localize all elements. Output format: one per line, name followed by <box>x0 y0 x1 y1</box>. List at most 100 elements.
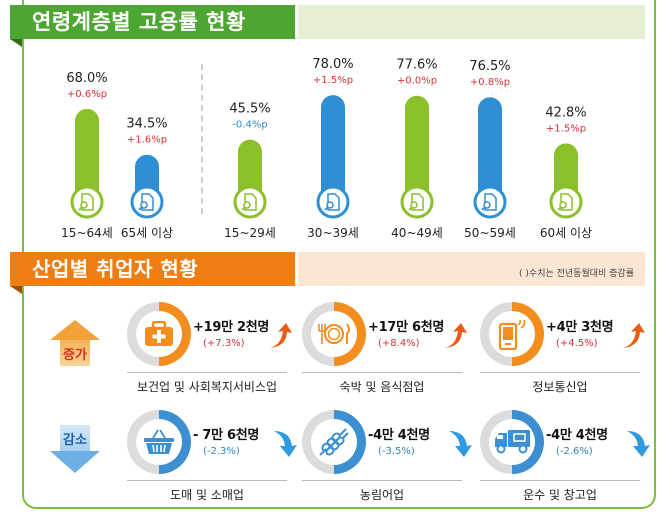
banner-fold <box>10 39 22 47</box>
decrease-arrow-icon: 감소 <box>50 425 100 473</box>
divider <box>127 372 287 373</box>
divider <box>127 480 287 481</box>
wheat-icon <box>311 419 357 465</box>
industry-change-percent: (+8.4%) <box>378 338 420 349</box>
industry-item: -4만 4천명 (-3.5%) 농림어업 <box>302 410 472 510</box>
bar-icon-ring <box>549 185 583 219</box>
bar-change-label: +1.6%p <box>127 135 167 146</box>
bar-icon-ring <box>316 185 350 219</box>
bar-value-label: 68.0% <box>66 71 107 86</box>
section2-title: 산업별 취업자 현황 <box>10 252 295 286</box>
industry-item: -4만 4천명 (-2.6%) 운수 및 창고업 <box>480 410 650 510</box>
bar-icon-ring <box>233 185 267 219</box>
donut-ring <box>480 410 544 474</box>
industry-change-percent: (-2.3%) <box>203 446 240 457</box>
industry-name: 숙박 및 음식점업 <box>339 380 425 394</box>
employment-rate-chart: 68.0% +0.6%p 15~64세 34.5% +1.6%p 65세 이상 45.5% -… <box>61 57 592 240</box>
industry-change-percent: (-2.6%) <box>556 446 593 457</box>
document-search-icon <box>241 193 257 211</box>
divider <box>480 372 640 373</box>
industry-name: 도매 및 소매업 <box>170 488 244 502</box>
bar <box>75 108 99 202</box>
bar-icon-ring <box>70 185 104 219</box>
bar-value-label: 42.8% <box>545 105 586 120</box>
bar-change-label: +1.5%p <box>546 123 586 134</box>
bar-icon-ring <box>400 185 434 219</box>
trend-up-arrow-icon <box>267 322 293 354</box>
decrease-label: 감소 <box>60 425 90 451</box>
industry-change-value: +17만 6천명 <box>368 320 445 335</box>
first-aid-kit-icon <box>136 311 182 357</box>
document-search-icon <box>324 193 340 211</box>
bar-value-label: 76.5% <box>469 59 510 74</box>
document-search-icon <box>408 193 424 211</box>
section1-title: 연령계층별 고용률 현황 <box>10 5 295 39</box>
document-search-icon <box>481 193 497 211</box>
bar-change-label: +0.0%p <box>397 76 437 87</box>
trend-down-arrow-icon <box>626 428 654 462</box>
industry-name: 보건업 및 사회복지서비스업 <box>136 380 278 394</box>
section1-banner-band <box>290 5 645 39</box>
industry-change-value: -4만 4천명 <box>368 428 430 443</box>
trend-down-arrow-icon <box>273 428 301 462</box>
document-search-icon <box>78 193 94 211</box>
delivery-truck-icon <box>489 419 535 465</box>
category-label: 15~29세 <box>224 226 276 240</box>
divider <box>480 480 640 481</box>
industry-change-percent: (+7.3%) <box>203 338 245 349</box>
trend-up-arrow-icon <box>620 322 646 354</box>
bar-change-label: -0.4%p <box>232 120 267 131</box>
industry-item: +4만 3천명 (+4.5%) 정보통신업 <box>480 302 650 402</box>
category-label: 65세 이상 <box>121 226 173 240</box>
industry-change-value: - 7만 6천명 <box>193 428 260 443</box>
bar-change-label: +0.6%p <box>67 89 107 100</box>
increase-arrow-icon: 증가 <box>50 320 100 366</box>
shopping-basket-icon <box>136 419 182 465</box>
mobile-phone-icon <box>489 311 535 357</box>
donut-ring <box>127 410 191 474</box>
industry-name: 정보통신업 <box>532 380 588 394</box>
bar <box>321 95 345 202</box>
donut-ring <box>302 410 366 474</box>
bar-value-label: 45.5% <box>229 102 270 117</box>
divider <box>302 480 462 481</box>
document-search-icon <box>138 193 154 211</box>
divider <box>302 372 462 373</box>
industry-name: 농림어업 <box>359 488 405 502</box>
trend-down-arrow-icon <box>448 428 476 462</box>
increase-label: 증가 <box>60 340 90 366</box>
industry-change-percent: (+4.5%) <box>556 338 598 349</box>
donut-ring <box>480 302 544 366</box>
industry-name: 운수 및 창고업 <box>523 488 597 502</box>
document-search-icon <box>557 193 573 211</box>
trend-up-arrow-icon <box>442 322 468 354</box>
category-label: 60세 이상 <box>540 226 592 240</box>
bar-value-label: 77.6% <box>396 58 437 73</box>
bar-icon-ring <box>473 185 507 219</box>
industry-change-percent: (-3.5%) <box>378 446 415 457</box>
bar-value-label: 34.5% <box>126 117 167 132</box>
industry-change-value: -4만 4천명 <box>546 428 608 443</box>
industry-change-value: +19만 2천명 <box>193 320 270 335</box>
category-label: 30~39세 <box>307 226 359 240</box>
industry-item: +17만 6천명 (+8.4%) 숙박 및 음식점업 <box>302 302 472 402</box>
bar <box>238 139 262 202</box>
bar <box>405 95 429 202</box>
bar-icon-ring <box>130 185 164 219</box>
bar-change-label: +1.5%p <box>313 75 353 86</box>
industry-item: - 7만 6천명 (-2.3%) 도매 및 소매업 <box>127 410 297 510</box>
category-label: 50~59세 <box>464 226 516 240</box>
donut-ring <box>302 302 366 366</box>
group-separator <box>201 64 203 214</box>
donut-ring <box>127 302 191 366</box>
industry-change-value: +4만 3천명 <box>546 320 614 335</box>
bar-value-label: 78.0% <box>312 57 353 72</box>
industry-item: +19만 2천명 (+7.3%) 보건업 및 사회복지서비스업 <box>127 302 297 402</box>
bar <box>478 97 502 202</box>
section2-note: ( )수치는 전년동월대비 증감률 <box>519 269 634 279</box>
category-label: 40~49세 <box>391 226 443 240</box>
category-label: 15~64세 <box>61 226 113 240</box>
section2-banner-band <box>290 252 645 286</box>
bar-change-label: +0.8%p <box>470 77 510 88</box>
banner-fold <box>10 286 22 294</box>
